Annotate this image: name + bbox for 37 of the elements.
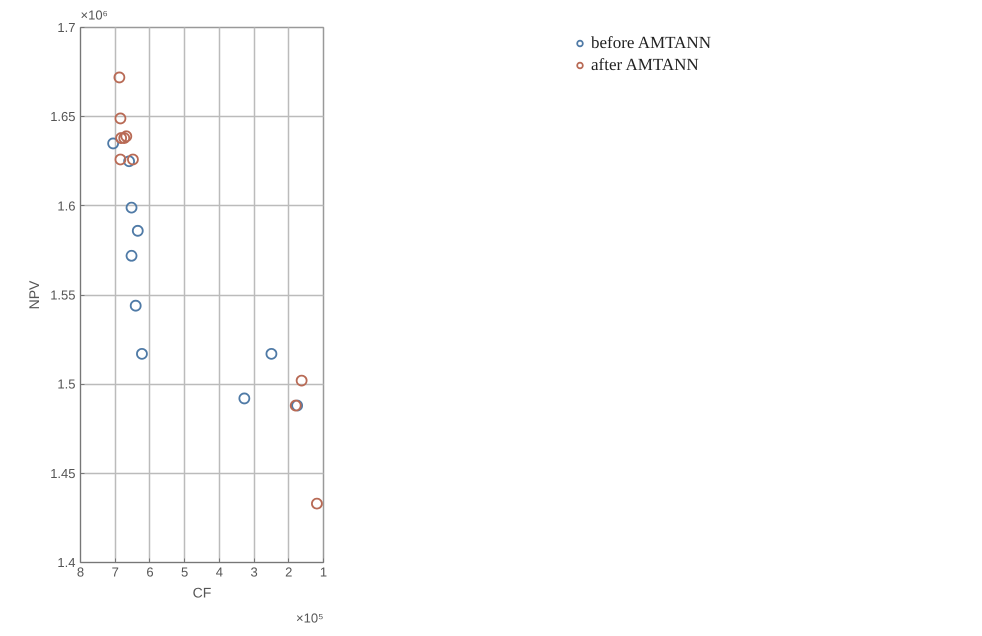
text: ×10⁶ — [80, 8, 108, 22]
point — [238, 392, 250, 404]
y-tick-label: 1.55 — [50, 288, 76, 302]
point — [127, 154, 139, 166]
x-tick-label: 3 — [250, 564, 258, 580]
x-tick-label: 7 — [112, 564, 119, 580]
legend-label: before AMTANN — [591, 33, 711, 53]
point — [113, 72, 126, 84]
point — [130, 300, 142, 312]
y-axis-title: NPV — [26, 280, 42, 310]
x-tick-label: 4 — [216, 564, 223, 580]
y-tick-label: 1.5 — [57, 376, 76, 392]
point — [311, 498, 323, 510]
y-tick-label: 1.6 — [57, 198, 76, 214]
legend-label: after AMTANN — [591, 55, 699, 75]
point — [136, 348, 148, 360]
y-tick-label: 1.7 — [57, 20, 76, 35]
point — [126, 250, 138, 262]
point — [114, 112, 126, 124]
text: ×10⁵ — [296, 610, 324, 626]
point — [115, 132, 128, 144]
y-tick-label: 1.4 — [57, 555, 76, 570]
x-axis-title: CF — [192, 584, 212, 600]
point — [107, 138, 120, 150]
y-tick-label: 1.65 — [50, 109, 76, 124]
point — [126, 202, 138, 214]
x-tick-label: 8 — [76, 564, 84, 580]
x-tick-label: 1 — [320, 564, 328, 580]
point — [266, 348, 278, 360]
point — [123, 155, 135, 168]
x-tick-label: 5 — [181, 564, 188, 580]
point — [114, 154, 126, 166]
y-tick-label: 1.45 — [50, 466, 76, 481]
x-tick-label: 2 — [285, 564, 292, 580]
point — [132, 224, 144, 237]
point — [296, 374, 308, 386]
x-tick-label: 6 — [146, 564, 154, 580]
